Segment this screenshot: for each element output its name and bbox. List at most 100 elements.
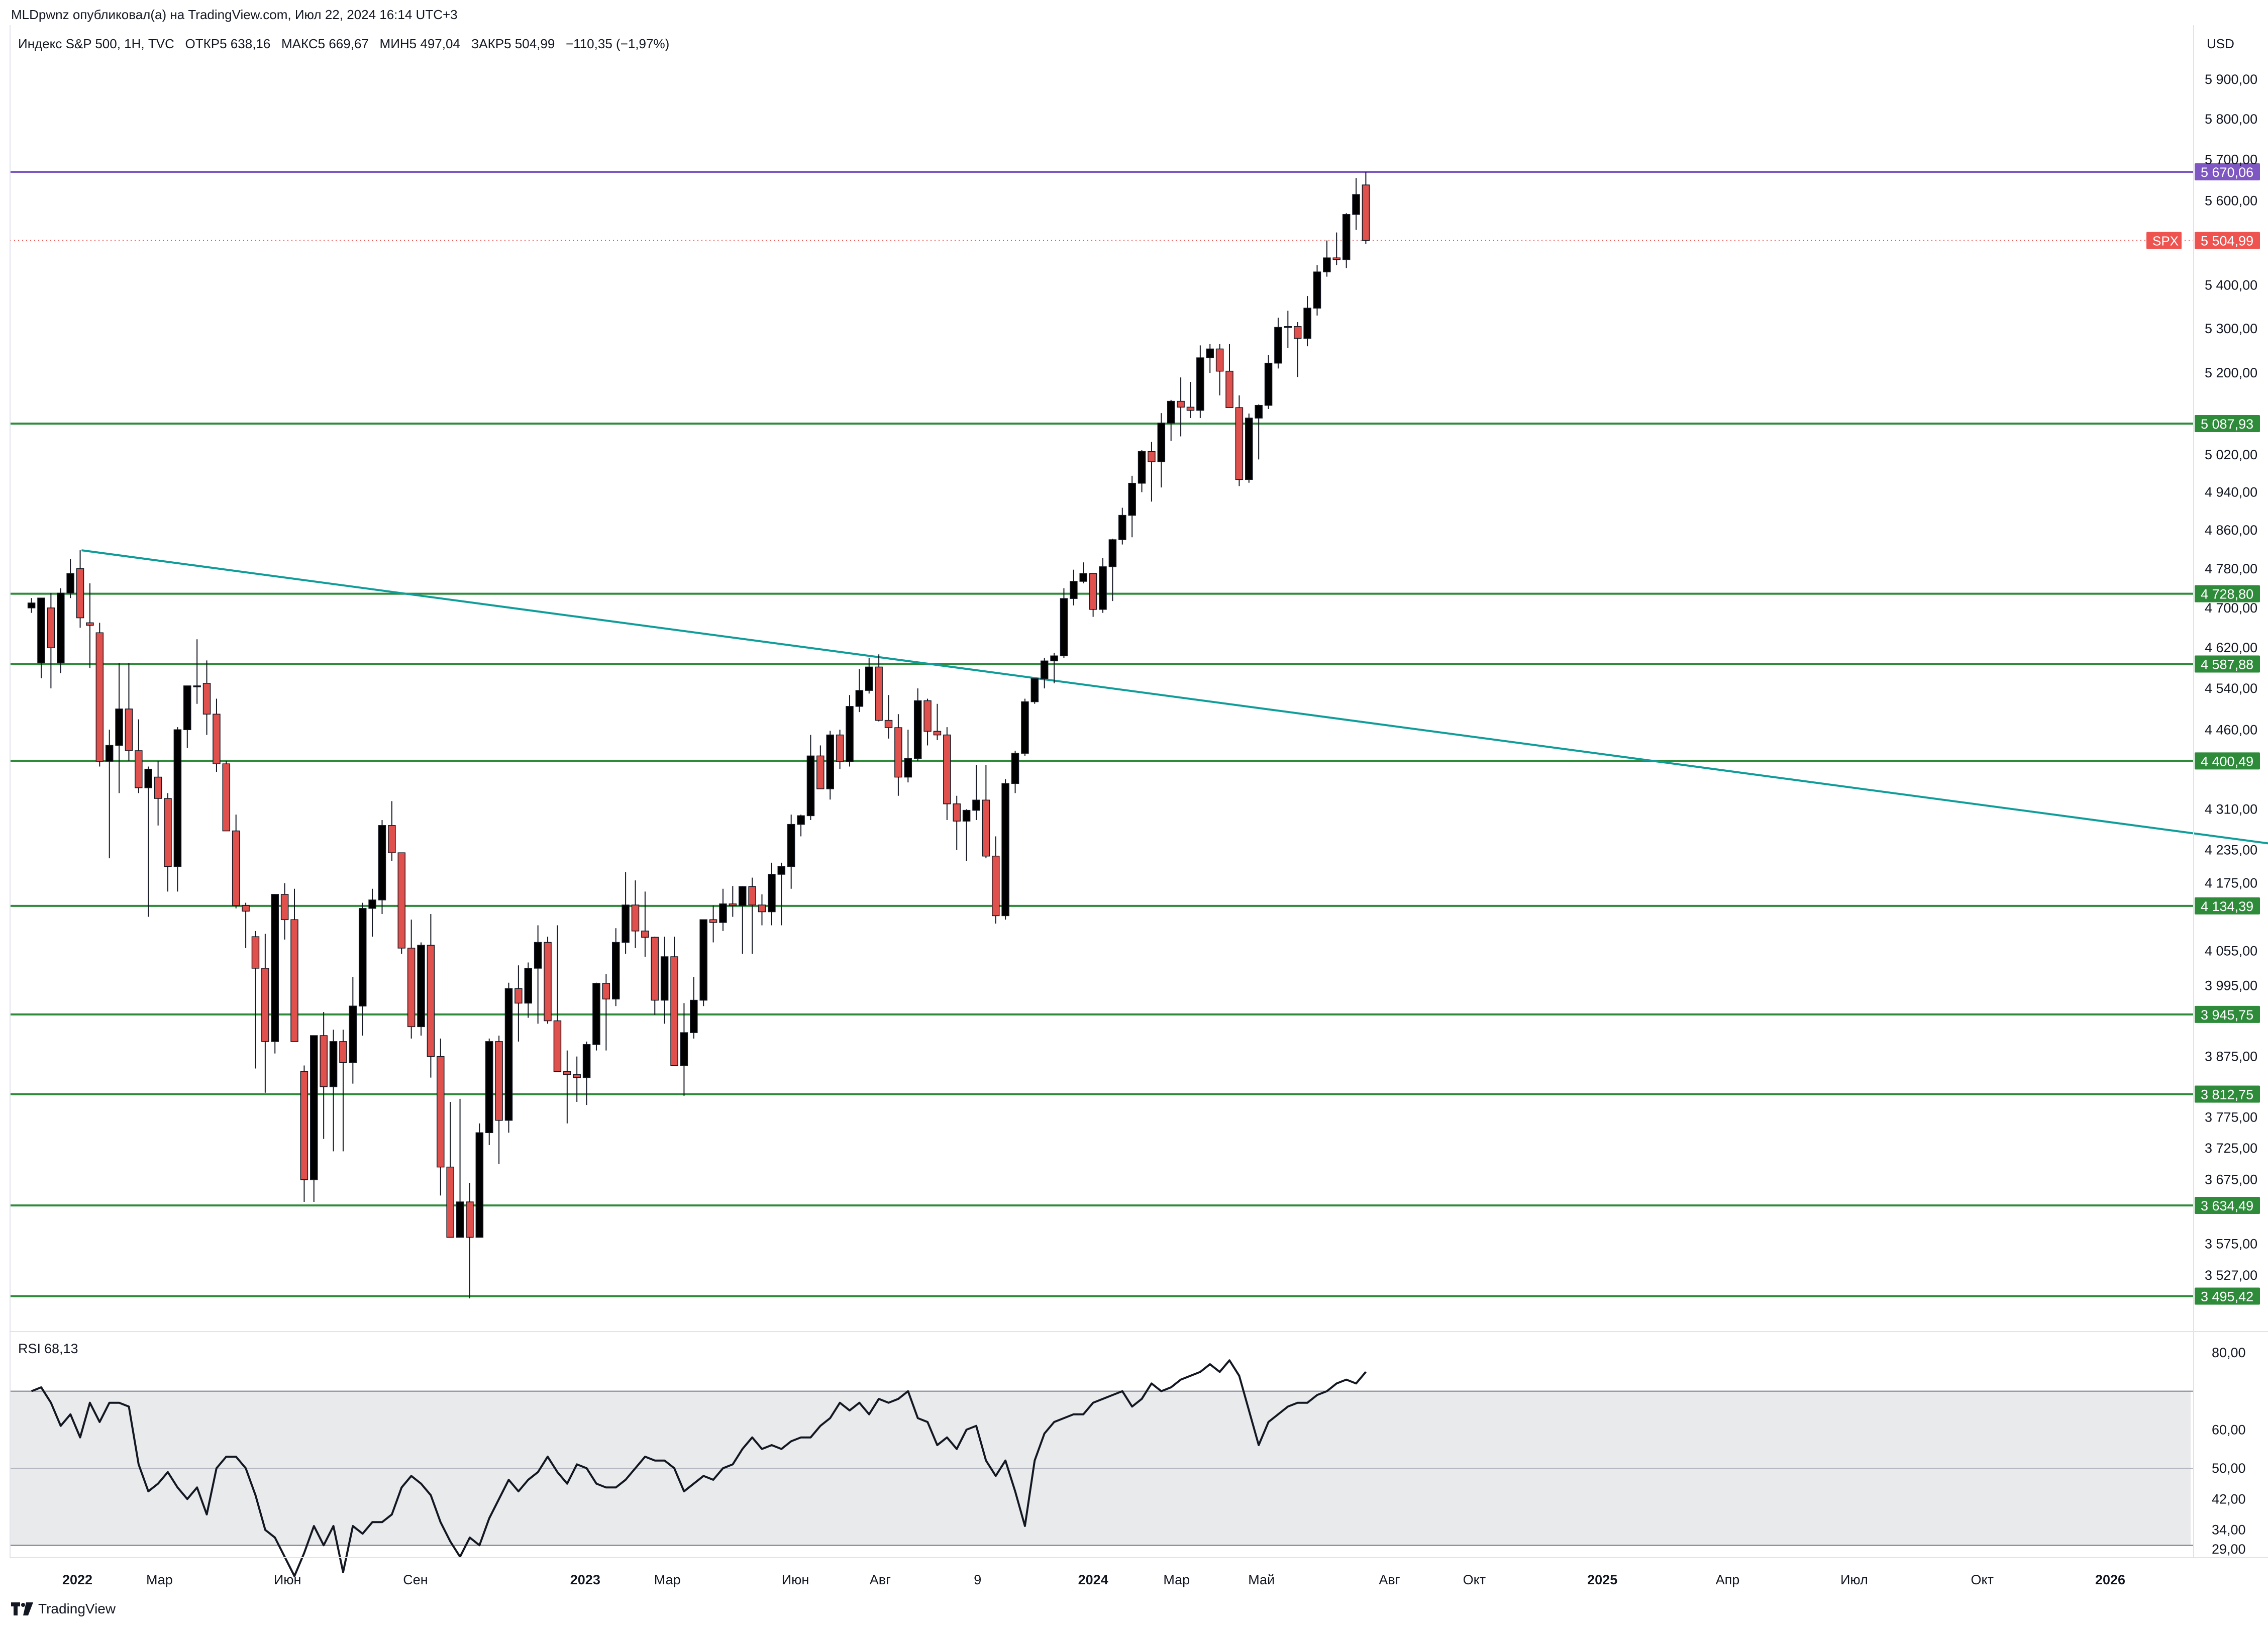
ticker-tag	[2146, 232, 2182, 249]
candle	[125, 663, 133, 761]
level-tag	[2195, 1085, 2260, 1103]
price-tick-label: 3 527,00	[2205, 1268, 2257, 1283]
candle-body	[271, 894, 279, 1042]
candle-body	[1342, 214, 1351, 260]
time-tick-label: 2022	[62, 1572, 92, 1587]
time-tick-label: Авг	[1379, 1572, 1400, 1587]
level-tag	[2195, 897, 2260, 914]
candle	[709, 905, 717, 943]
candle	[358, 902, 367, 1036]
time-tick-label: 2026	[2095, 1572, 2125, 1587]
candle	[534, 925, 542, 1024]
candle	[875, 654, 883, 722]
price-tick-label: 4 055,00	[2205, 944, 2257, 959]
level-tag-label: 5 670,06	[2201, 165, 2253, 180]
time-tick-label: Мар	[654, 1572, 681, 1587]
candle	[1040, 658, 1049, 689]
level-tag-label: 3 495,42	[2201, 1289, 2253, 1304]
candle	[972, 765, 980, 821]
candle-body	[1264, 362, 1273, 406]
candle-body	[514, 988, 523, 1004]
candle	[222, 761, 231, 832]
candle	[95, 623, 104, 767]
price-axis: USD 5 900,00 5 800,00 5 700,00 5 600,00 5 400…	[10, 25, 2268, 1558]
candle	[1215, 344, 1224, 395]
level-tag	[2195, 1005, 2260, 1023]
price-tick-label: 5 200,00	[2205, 365, 2257, 380]
candle	[777, 862, 786, 926]
candle	[504, 982, 513, 1133]
candle-body	[495, 1041, 503, 1121]
level-tag	[2195, 163, 2260, 180]
level-lines: 5 670,06 5 087,93 4 728,80 4 587,88 4 400,49…	[10, 163, 2260, 1305]
candle-body	[622, 904, 630, 943]
candle-body	[719, 903, 727, 923]
candle-body	[1060, 598, 1068, 657]
time-tick-label: 2025	[1587, 1572, 1617, 1587]
candle	[855, 669, 864, 713]
price-tick-label: 3 725,00	[2205, 1141, 2257, 1156]
candle-body	[680, 1032, 688, 1066]
high-value: 5 669,67	[318, 36, 369, 51]
time-tick-label: Июн	[782, 1572, 809, 1587]
candle	[475, 1123, 484, 1238]
candle	[27, 598, 36, 613]
candle-body	[310, 1035, 318, 1180]
rsi-tick-label: 34,00	[2212, 1522, 2246, 1538]
candle	[622, 872, 630, 954]
candle-body	[846, 706, 854, 762]
candle-body	[1284, 326, 1292, 328]
candle-body	[806, 755, 815, 817]
candle	[1342, 213, 1351, 268]
price-tick-label: 5 800,00	[2205, 112, 2257, 127]
trendline	[81, 549, 2268, 845]
candle	[699, 919, 707, 1006]
candle	[962, 809, 971, 861]
candle-body	[475, 1132, 484, 1238]
candle	[144, 766, 152, 917]
candle	[719, 888, 727, 931]
candle-body	[27, 602, 36, 608]
candle	[135, 719, 143, 793]
candle	[1060, 588, 1068, 658]
candle	[1011, 750, 1019, 793]
tradingview-brand[interactable]: TradingView	[11, 1601, 116, 1617]
candle	[378, 820, 386, 914]
candle-body	[992, 855, 1000, 917]
candle	[290, 888, 298, 1042]
candle-body	[242, 905, 250, 912]
candle-body	[1099, 566, 1107, 610]
candle	[1245, 413, 1253, 483]
price-tick-label: 5 300,00	[2205, 321, 2257, 336]
level-tag	[2195, 752, 2260, 770]
rsi-tick-label: 80,00	[2212, 1345, 2246, 1360]
rsi-tick-label: 50,00	[2212, 1461, 2246, 1476]
price-tick-label: 5 020,00	[2205, 447, 2257, 462]
candle	[1293, 322, 1302, 377]
publisher-text: MLDpwnz опубликовал(а) на TradingView.co…	[11, 7, 458, 22]
candle-body	[437, 1056, 445, 1168]
candle-body	[280, 894, 289, 921]
candle-body	[768, 874, 776, 912]
candle	[1021, 698, 1029, 756]
candle	[47, 593, 55, 689]
candle-body	[933, 731, 942, 736]
candle-body	[1274, 327, 1282, 364]
candle	[982, 765, 990, 859]
last-price-tag	[2195, 232, 2260, 249]
candle-body	[729, 903, 737, 906]
time-tick-label: Сен	[403, 1572, 428, 1587]
rsi-value: 68,13	[44, 1341, 78, 1356]
candle-body	[504, 988, 513, 1121]
symbol-name[interactable]: Индекс S&P 500, 1Н, TVC	[18, 36, 174, 51]
candle	[105, 730, 114, 859]
candle-body	[1215, 348, 1224, 372]
tradingview-brand-text: TradingView	[38, 1601, 116, 1616]
candle	[1157, 413, 1166, 488]
time-tick-label: Мар	[1163, 1572, 1190, 1587]
candle	[1255, 404, 1263, 460]
candle	[826, 731, 834, 800]
candle-body	[777, 866, 786, 875]
